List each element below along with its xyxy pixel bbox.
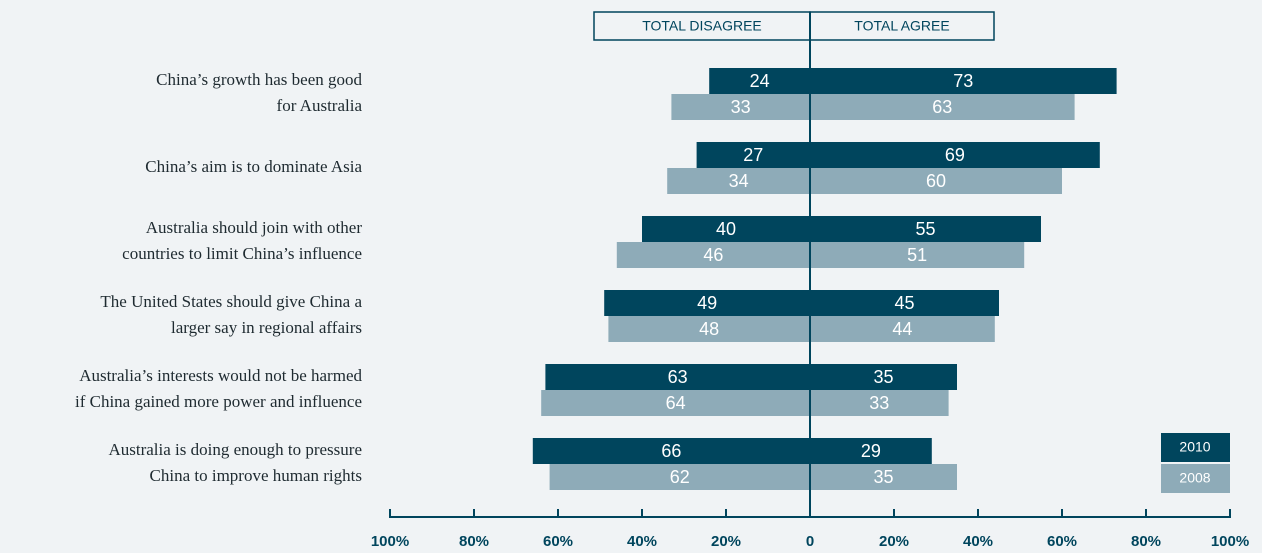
bar (810, 364, 957, 390)
bar (549, 464, 810, 490)
value-label: 49 (697, 293, 717, 313)
header-label: TOTAL DISAGREE (642, 18, 762, 34)
value-label: 60 (926, 171, 946, 191)
x-tick-label: 20% (711, 533, 741, 550)
legend-swatch (1161, 464, 1230, 493)
value-label: 73 (953, 71, 973, 91)
legend-label: 2010 (1179, 439, 1210, 455)
bar (810, 390, 949, 416)
value-label: 24 (750, 71, 770, 91)
legend-label: 2008 (1179, 470, 1210, 486)
x-tick-label: 40% (963, 533, 993, 550)
category-label: for Australia (277, 96, 363, 115)
category-label: The United States should give China a (100, 292, 362, 311)
x-tick-label: 40% (627, 533, 657, 550)
value-label: 44 (892, 319, 912, 339)
bar (709, 68, 810, 94)
bar (810, 464, 957, 490)
x-tick-label: 60% (543, 533, 573, 550)
value-label: 66 (661, 441, 681, 461)
value-label: 63 (668, 367, 688, 387)
bar (532, 438, 810, 464)
x-tick-label: 100% (1211, 533, 1249, 550)
category-label: larger say in regional affairs (171, 318, 362, 337)
value-label: 46 (703, 245, 723, 265)
value-label: 55 (915, 219, 935, 239)
bar (541, 390, 810, 416)
value-label: 62 (670, 467, 690, 487)
bar (810, 242, 1025, 268)
legend-swatch (1161, 433, 1230, 462)
bar (608, 316, 810, 342)
bar (810, 168, 1062, 194)
value-label: 29 (861, 441, 881, 461)
value-label: 33 (869, 393, 889, 413)
bar (667, 168, 810, 194)
category-label: China’s growth has been good (156, 70, 362, 89)
bar (810, 68, 1117, 94)
x-tick-label: 60% (1047, 533, 1077, 550)
category-label: China’s aim is to dominate Asia (145, 157, 362, 176)
bar (810, 438, 932, 464)
x-tick-label: 80% (459, 533, 489, 550)
value-label: 27 (743, 145, 763, 165)
value-label: 64 (666, 393, 686, 413)
bar (810, 94, 1075, 120)
bar (810, 290, 999, 316)
value-label: 63 (932, 97, 952, 117)
value-label: 69 (945, 145, 965, 165)
category-label: countries to limit China’s influence (122, 244, 362, 263)
bar (810, 316, 995, 342)
category-label: Australia is doing enough to pressure (108, 440, 362, 459)
x-tick-label: 100% (371, 533, 409, 550)
bar (616, 242, 810, 268)
category-label: if China gained more power and influence (75, 392, 362, 411)
bar (671, 94, 810, 120)
bar (642, 216, 810, 242)
x-tick-label: 80% (1131, 533, 1161, 550)
value-label: 35 (873, 367, 893, 387)
value-label: 34 (729, 171, 749, 191)
bar (810, 216, 1041, 242)
value-label: 33 (731, 97, 751, 117)
value-label: 48 (699, 319, 719, 339)
x-tick-label: 0 (806, 533, 814, 550)
bar (604, 290, 810, 316)
value-label: 45 (894, 293, 914, 313)
x-tick-label: 20% (879, 533, 909, 550)
category-label: Australia’s interests would not be harme… (79, 366, 362, 385)
bar (810, 142, 1100, 168)
value-label: 51 (907, 245, 927, 265)
category-label: Australia should join with other (146, 218, 363, 237)
category-label: China to improve human rights (150, 466, 362, 485)
header-label: TOTAL AGREE (854, 18, 949, 34)
bar (545, 364, 810, 390)
value-label: 35 (873, 467, 893, 487)
value-label: 40 (716, 219, 736, 239)
bar (696, 142, 810, 168)
